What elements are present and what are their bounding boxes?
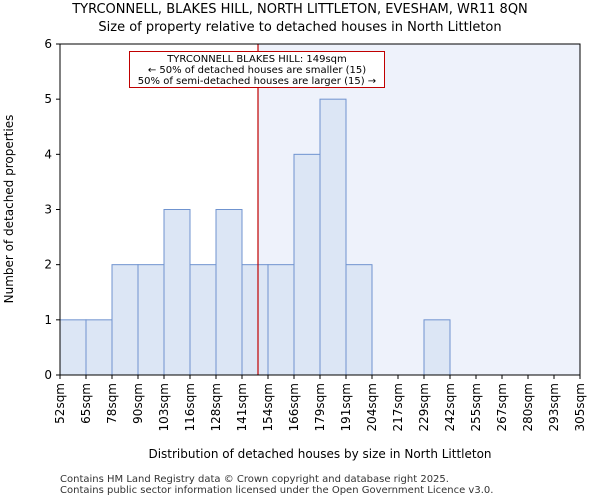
x-tick-label: 255sqm xyxy=(469,383,483,431)
histogram-bar xyxy=(423,319,451,376)
x-tick-label: 204sqm xyxy=(365,383,379,431)
histogram-bar xyxy=(293,153,321,376)
x-tick-label: 116sqm xyxy=(183,383,197,431)
x-tick-label: 78sqm xyxy=(105,383,119,424)
x-tick-label: 52sqm xyxy=(53,383,67,424)
annotation-line-1: TYRCONNELL BLAKES HILL: 149sqm xyxy=(167,54,347,65)
histogram-bar xyxy=(163,209,191,376)
x-tick-label: 65sqm xyxy=(79,383,93,424)
annotation-line-2: ← 50% of detached houses are smaller (15… xyxy=(147,65,367,76)
y-tick-label: 6 xyxy=(44,37,52,51)
y-axis-label: Number of detached properties xyxy=(2,115,16,304)
y-tick-label: 5 xyxy=(44,92,52,106)
histogram-bar xyxy=(137,264,165,376)
x-tick-label: 242sqm xyxy=(443,383,457,431)
x-tick-label: 267sqm xyxy=(495,383,509,431)
x-axis-label: Distribution of detached houses by size … xyxy=(148,447,491,461)
histogram-bar xyxy=(345,264,373,376)
footer-licence: Contains public sector information licen… xyxy=(60,485,494,496)
x-tick-label: 229sqm xyxy=(417,383,431,431)
x-tick-label: 128sqm xyxy=(209,383,223,431)
x-tick-label: 280sqm xyxy=(521,383,535,431)
x-tick-label: 141sqm xyxy=(235,383,249,431)
histogram-bar xyxy=(85,319,113,376)
annotation-line-3: 50% of semi-detached houses are larger (… xyxy=(137,76,377,87)
annotation-box: TYRCONNELL BLAKES HILL: 149sqm ← 50% of … xyxy=(129,51,385,88)
x-tick-label: 305sqm xyxy=(573,383,587,431)
histogram-bar xyxy=(189,264,217,376)
y-tick-label: 2 xyxy=(44,258,52,272)
chart-title: TYRCONNELL, BLAKES HILL, NORTH LITTLETON… xyxy=(72,2,528,17)
x-tick-label: 293sqm xyxy=(547,383,561,431)
footer-copyright: Contains HM Land Registry data © Crown c… xyxy=(60,474,449,485)
x-tick-label: 154sqm xyxy=(261,383,275,431)
chart-subtitle: Size of property relative to detached ho… xyxy=(98,20,502,35)
x-tick-label: 191sqm xyxy=(339,383,353,431)
histogram-bar xyxy=(319,98,347,376)
y-tick-label: 4 xyxy=(44,147,52,161)
histogram-bar xyxy=(111,264,139,376)
y-tick-label: 3 xyxy=(44,203,52,217)
x-tick-label: 217sqm xyxy=(391,383,405,431)
histogram-bar xyxy=(59,319,87,376)
x-tick-label: 166sqm xyxy=(287,383,301,431)
x-tick-label: 90sqm xyxy=(131,383,145,424)
y-tick-label: 1 xyxy=(44,313,52,327)
y-tick-label: 0 xyxy=(44,368,52,382)
histogram-bar xyxy=(241,264,269,376)
x-tick-label: 103sqm xyxy=(157,383,171,431)
histogram-bar xyxy=(215,209,243,376)
x-tick-label: 179sqm xyxy=(313,383,327,431)
histogram-bar xyxy=(267,264,295,376)
